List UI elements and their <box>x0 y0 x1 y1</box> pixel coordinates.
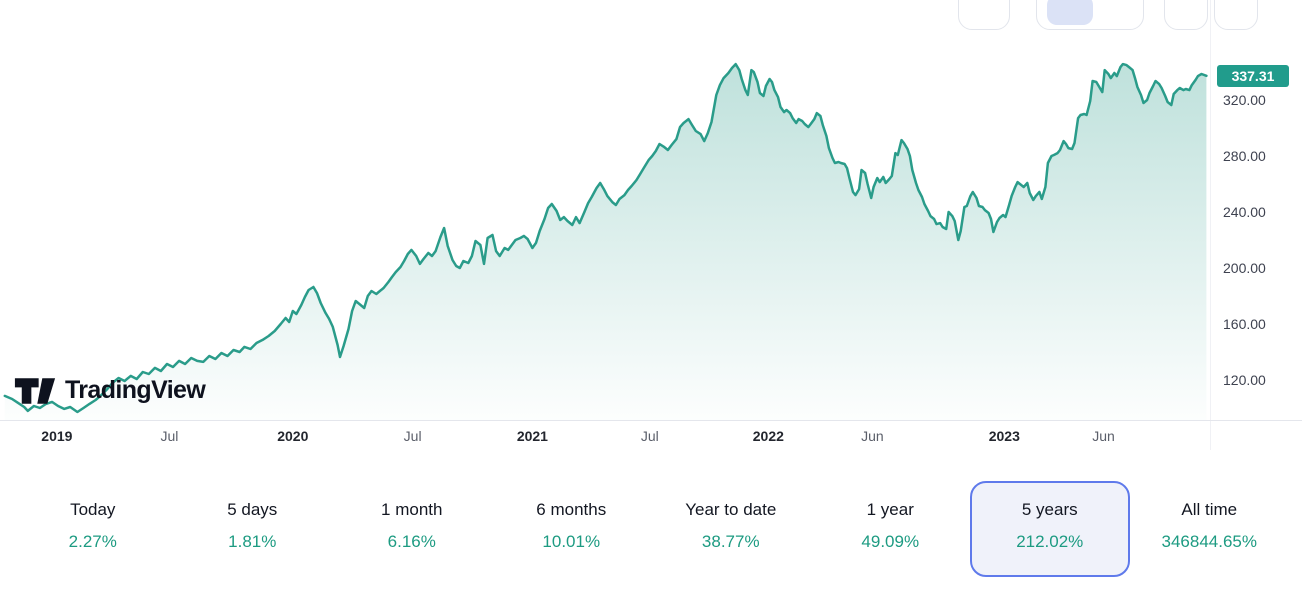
period-stats-row: Today 2.27% 5 days 1.81% 1 month 6.16% 6 month… <box>13 481 1289 577</box>
time-tick-label: Jul <box>403 428 422 444</box>
price-tick-label: 320.00 <box>1223 92 1266 109</box>
period-stat-all-time[interactable]: All time 346844.65% <box>1130 481 1290 577</box>
price-tick-label: 160.00 <box>1223 315 1266 332</box>
period-stat-label: 5 days <box>227 500 278 519</box>
price-axis[interactable]: 337.31 320.00 280.00 240.00 200.00 160.00 120… <box>1210 0 1302 450</box>
toolbar-active-segment[interactable] <box>1047 0 1093 25</box>
price-tick-label: 200.00 <box>1223 260 1266 276</box>
toolbar-button[interactable] <box>1164 0 1208 30</box>
period-stat-label: Today <box>70 500 116 519</box>
tradingview-logo-icon <box>14 377 56 404</box>
time-tick-label: Jul <box>640 428 659 444</box>
last-price-badge: 337.31 <box>1217 64 1289 87</box>
period-stat-today[interactable]: Today 2.27% <box>13 481 173 577</box>
period-stat-label: 1 year <box>866 500 914 519</box>
price-tick-label: 240.00 <box>1223 204 1266 220</box>
time-tick-label: Jun <box>861 428 884 444</box>
period-stat-1-month[interactable]: 1 month 6.16% <box>332 481 492 577</box>
toolbar-segmented-button[interactable] <box>1036 0 1144 30</box>
period-stat-label: 1 month <box>381 500 443 519</box>
period-stat-label: 6 months <box>536 500 607 519</box>
period-stat-label: Year to date <box>685 500 777 519</box>
period-stat-year-to-date[interactable]: Year to date 38.77% <box>651 481 811 577</box>
period-stat-1-year[interactable]: 1 year 49.09% <box>811 481 971 577</box>
period-stat-5-days[interactable]: 5 days 1.81% <box>173 481 333 577</box>
area-fill <box>4 64 1207 420</box>
price-line <box>3 62 1208 414</box>
time-tick-label: Jun <box>1092 428 1115 444</box>
period-stat-value: 49.09% <box>861 532 920 551</box>
time-tick-label: Jul <box>160 428 179 444</box>
toolbar-button[interactable] <box>1214 0 1258 30</box>
price-tick-label: 120.00 <box>1223 371 1266 388</box>
period-stat-label: All time <box>1181 500 1238 519</box>
period-stat-value: 38.77% <box>701 532 760 551</box>
tradingview-logo-text: TradingView <box>65 376 206 404</box>
period-stat-5-years[interactable]: 5 years 212.02% <box>970 481 1130 577</box>
toolbar-button[interactable] <box>958 0 1010 30</box>
period-stat-value: 212.02% <box>1016 532 1084 551</box>
time-axis[interactable]: 2019 Jul 2020 Jul 2021 Jul 2022 Jun 2023 Jun <box>0 420 1302 453</box>
period-stat-value: 346844.65% <box>1161 532 1257 551</box>
period-stat-value: 10.01% <box>542 532 601 551</box>
price-tick-label: 280.00 <box>1223 148 1266 165</box>
time-tick-label: 2023 <box>988 428 1020 444</box>
price-chart-plot[interactable]: TradingView <box>0 0 1210 450</box>
period-stat-value: 2.27% <box>68 532 117 551</box>
period-stat-6-months[interactable]: 6 months 10.01% <box>492 481 652 577</box>
period-stat-value: 6.16% <box>387 532 436 551</box>
period-stat-value: 1.81% <box>228 532 277 551</box>
time-tick-label: 2021 <box>516 428 548 444</box>
period-stat-label: 5 years <box>1021 500 1078 519</box>
price-area-series <box>3 62 1208 420</box>
tradingview-logo[interactable]: TradingView <box>14 376 206 405</box>
time-tick-label: 2020 <box>277 428 309 444</box>
time-tick-label: 2022 <box>752 428 784 444</box>
time-tick-label: 2019 <box>41 428 73 444</box>
